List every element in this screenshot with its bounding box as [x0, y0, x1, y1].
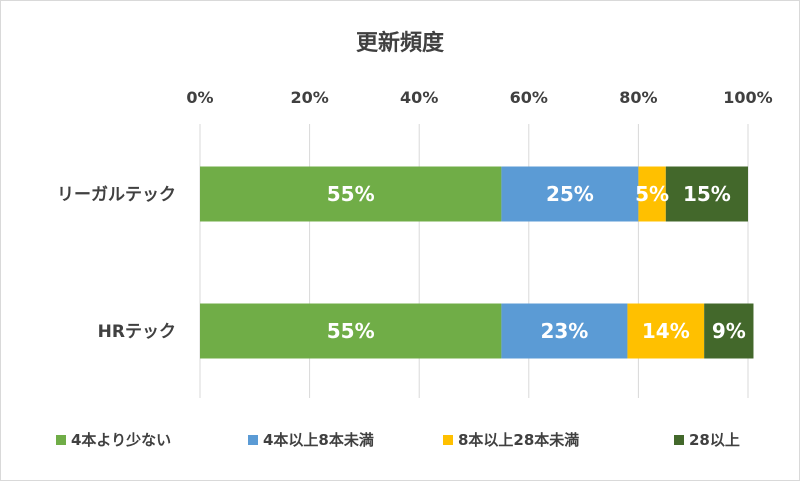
bar-segment — [638, 166, 666, 222]
legend-swatch — [443, 435, 453, 445]
legend-label: 28以上 — [689, 431, 740, 449]
data-label: 55% — [327, 182, 375, 206]
x-tick-label: 100% — [723, 88, 772, 107]
x-tick-label: 20% — [290, 88, 328, 107]
data-label: 25% — [546, 182, 594, 206]
x-tick-label: 80% — [619, 88, 657, 107]
bar-segment — [501, 166, 639, 222]
legend-item: 28以上 — [674, 431, 740, 449]
bar-segment — [200, 303, 502, 359]
legend: 4本より少ない 4本以上8本未満 8本以上28本未満 28以上 — [56, 431, 740, 449]
bar-segment — [501, 303, 628, 359]
category-label: リーガルテック — [57, 185, 176, 205]
legend-item: 8本以上28本未満 — [443, 431, 579, 449]
legend-swatch — [248, 435, 258, 445]
category-label: HRテック — [98, 322, 176, 342]
legend-label: 8本以上28本未満 — [458, 431, 579, 449]
bar-segment — [665, 166, 748, 222]
bars — [200, 166, 754, 359]
legend-label: 4本以上8本未満 — [263, 431, 374, 449]
data-label: 14% — [642, 319, 690, 343]
bar-segment — [200, 166, 502, 222]
category-labels: リーガルテック HRテック — [57, 185, 176, 342]
data-labels: 55% 25% 5% 15% 55% 23% 14% 9% — [327, 182, 746, 343]
bar-segment — [627, 303, 705, 359]
data-label: 9% — [712, 319, 746, 343]
x-tick-label: 60% — [510, 88, 548, 107]
legend-swatch — [674, 435, 684, 445]
legend-item: 4本より少ない — [56, 431, 171, 449]
x-axis-ticks: 0% 20% 40% 60% 80% 100% — [186, 88, 772, 107]
legend-item: 4本以上8本未満 — [248, 431, 374, 449]
x-tick-label: 40% — [400, 88, 438, 107]
data-label: 23% — [540, 319, 588, 343]
data-label: 15% — [683, 182, 731, 206]
data-label: 5% — [635, 182, 669, 206]
x-tick-label: 0% — [186, 88, 213, 107]
data-label: 55% — [327, 319, 375, 343]
chart-title: 更新頻度 — [356, 30, 445, 56]
legend-swatch — [56, 435, 66, 445]
bar-segment — [704, 303, 754, 359]
legend-label: 4本より少ない — [71, 431, 171, 449]
